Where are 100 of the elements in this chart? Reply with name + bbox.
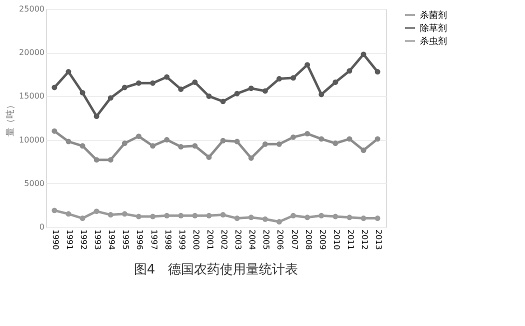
point [346, 68, 352, 74]
point [276, 76, 282, 82]
y-tick-label: 0 [39, 222, 44, 232]
point [360, 148, 366, 153]
y-tick-label: 10000 [19, 135, 44, 144]
point [80, 90, 86, 96]
x-tick-label: 2013 [374, 230, 384, 250]
point [108, 212, 114, 218]
point [192, 212, 198, 218]
point [206, 212, 212, 218]
x-tick-label: 2003 [234, 230, 243, 250]
point [318, 136, 324, 142]
x-tick-label: 2007 [290, 230, 299, 250]
point [150, 214, 156, 220]
point [290, 134, 296, 140]
point [178, 86, 184, 92]
x-tick-label: 2002 [220, 230, 229, 250]
point [108, 157, 114, 163]
point [234, 138, 240, 144]
point [164, 137, 170, 143]
point [332, 214, 338, 220]
point [276, 141, 282, 147]
point [346, 136, 352, 142]
legend-label: 除草剂 [420, 23, 447, 34]
legend-label: 杀菌剂 [420, 10, 447, 21]
y-tick-label: 25000 [19, 4, 44, 14]
point [192, 143, 198, 149]
x-tick-label: 1997 [149, 230, 158, 250]
y-tick-label: 5000 [24, 178, 44, 188]
point [136, 80, 142, 86]
x-tick-label: 2010 [332, 230, 341, 250]
point [304, 130, 310, 136]
point [248, 86, 254, 92]
x-tick-label: 2000 [191, 230, 200, 250]
x-tick-label: 2001 [205, 230, 214, 250]
point [374, 216, 380, 222]
point [94, 208, 100, 214]
point [332, 80, 338, 85]
x-tick-label: 1990 [50, 230, 60, 250]
point [374, 136, 380, 142]
point [234, 216, 240, 222]
point [66, 211, 72, 217]
point [122, 140, 128, 146]
point [150, 143, 156, 149]
x-tick-label: 2006 [276, 230, 285, 250]
x-tick-label: 2008 [304, 230, 313, 250]
y-tick-label: 20000 [19, 48, 44, 58]
x-tick-label: 2009 [318, 230, 327, 250]
point [206, 93, 212, 99]
x-tick-label: 2004 [248, 230, 257, 250]
point [304, 214, 310, 220]
point [66, 69, 72, 75]
point [52, 84, 58, 90]
point [220, 138, 226, 144]
legend-label: 杀虫剂 [420, 36, 447, 47]
point [290, 75, 296, 81]
point [164, 212, 170, 218]
x-tick-label: 1992 [79, 230, 88, 250]
x-tick-label: 1996 [135, 230, 144, 250]
point [164, 74, 170, 80]
point [262, 141, 268, 147]
y-axis-title: 量（吨） [5, 100, 16, 136]
point [220, 98, 226, 104]
point [374, 69, 380, 75]
text: 图4 德国农药使用量统计表 [134, 262, 298, 278]
point [234, 90, 240, 96]
point [136, 134, 142, 140]
point [248, 214, 254, 220]
point [276, 219, 282, 224]
point [262, 216, 268, 222]
point [52, 128, 58, 134]
point [94, 114, 100, 119]
x-tick-label: 1994 [107, 230, 116, 250]
point [318, 92, 324, 98]
point [360, 216, 366, 222]
point [262, 88, 268, 94]
point [220, 212, 226, 218]
x-tick-label: 1991 [64, 230, 74, 250]
y-tick-label: 15000 [19, 92, 44, 101]
point [290, 212, 296, 218]
x-tick-label: 1999 [177, 230, 186, 250]
point [150, 80, 156, 86]
x-tick-label: 1993 [93, 230, 102, 250]
point [318, 212, 324, 218]
x-tick-label: 1995 [121, 230, 130, 250]
point [206, 154, 212, 160]
point [136, 214, 142, 220]
point [346, 214, 352, 220]
point [304, 62, 310, 68]
point [192, 80, 198, 85]
x-tick-label: 1998 [163, 230, 172, 250]
point [66, 138, 72, 144]
point [248, 155, 254, 161]
point [94, 157, 100, 163]
point [178, 212, 184, 218]
point [332, 140, 338, 146]
point [80, 216, 86, 222]
point [108, 95, 114, 101]
point [122, 84, 128, 90]
x-tick-label: 2005 [262, 230, 271, 250]
